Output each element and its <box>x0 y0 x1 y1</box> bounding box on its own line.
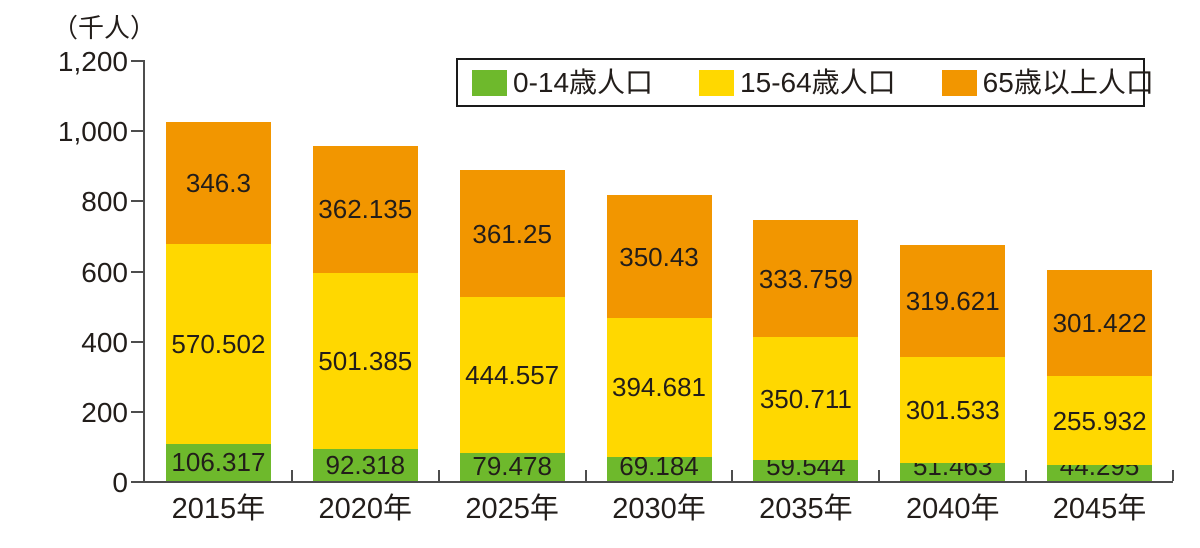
legend-swatch <box>472 69 507 96</box>
x-category-label: 2020年 <box>318 493 413 525</box>
bar-segment-15-64歳人口 <box>312 272 418 449</box>
bar-segment-value: 92.318 <box>325 449 406 480</box>
y-axis-tick-label: 400 <box>81 326 128 358</box>
x-category-label: 2025年 <box>465 493 559 525</box>
y-axis-tick-label: 600 <box>81 256 128 288</box>
y-axis-tick-label: 1,000 <box>57 116 128 148</box>
x-axis-tick <box>1172 470 1174 481</box>
bar-segment-15-64歳人口 <box>606 318 712 457</box>
y-axis-unit-label: （千人） <box>52 13 157 43</box>
x-axis-tick <box>878 470 881 481</box>
bar-segment-0-14歳人口 <box>1047 465 1153 481</box>
bar-segment-15-64歳人口 <box>900 357 1006 463</box>
bar-segment-15-64歳人口 <box>753 337 859 461</box>
legend-swatch <box>699 69 735 96</box>
y-axis-tick <box>131 270 143 273</box>
x-category-label: 2015年 <box>171 493 266 525</box>
bar-segment-value: 301.533 <box>905 395 1000 426</box>
bar-segment-0-14歳人口 <box>312 448 418 481</box>
y-axis-tick-label: 200 <box>81 396 128 428</box>
bar-segment-65歳以上人口 <box>753 219 859 338</box>
bar-segment-value: 346.3 <box>185 167 251 198</box>
x-axis-line <box>143 481 1173 483</box>
y-axis-tick <box>131 410 143 413</box>
x-category-label: 2045年 <box>1052 493 1147 525</box>
bar-segment-0-14歳人口 <box>900 462 1006 481</box>
y-axis-line <box>143 60 145 483</box>
y-axis-tick <box>131 200 143 203</box>
bar-segment-value: 255.932 <box>1052 405 1147 436</box>
bar-segment-value: 362.135 <box>318 194 413 225</box>
y-axis-tick <box>131 340 143 343</box>
x-axis-tick <box>1025 470 1028 481</box>
y-axis-tick-label: 800 <box>81 186 128 218</box>
bar-segment-value: 570.502 <box>171 328 266 359</box>
bar-segment-value: 106.317 <box>171 447 266 478</box>
bar-segment-0-14歳人口 <box>753 460 859 481</box>
y-axis-tick <box>131 130 143 133</box>
legend-item-label: 65歳以上人口 <box>982 66 1154 98</box>
bar-segment-0-14歳人口 <box>459 453 565 481</box>
legend-item-label: 15-64歳人口 <box>740 66 896 98</box>
legend-item-label: 0-14歳人口 <box>513 66 654 98</box>
bar-segment-value: 79.478 <box>472 451 552 481</box>
x-axis-tick <box>290 470 293 481</box>
bar-segment-65歳以上人口 <box>312 145 418 273</box>
bar-segment-value: 301.422 <box>1052 307 1147 338</box>
x-category-label: 2040年 <box>905 493 1000 525</box>
x-category-label: 2030年 <box>612 493 706 525</box>
legend-item: 65歳以上人口 <box>941 66 1154 98</box>
bar-segment-65歳以上人口 <box>900 245 1006 358</box>
bar-segment-0-14歳人口 <box>606 456 712 481</box>
x-category-label: 2035年 <box>759 493 853 525</box>
bar-segment-65歳以上人口 <box>165 122 271 244</box>
bar-segment-value: 333.759 <box>758 263 853 294</box>
bar-segment-value: 350.43 <box>619 241 699 272</box>
y-axis-tick <box>131 481 143 483</box>
y-axis-tick-label: 1,200 <box>57 46 128 77</box>
bar-segment-value: 444.557 <box>465 360 560 391</box>
bar-segment-value: 361.25 <box>472 218 552 249</box>
bar-segment-15-64歳人口 <box>459 297 565 454</box>
bar-segment-65歳以上人口 <box>1047 269 1153 376</box>
x-axis-tick <box>731 470 734 481</box>
y-axis-tick <box>131 60 143 62</box>
bar-segment-0-14歳人口 <box>165 443 271 481</box>
bar-segment-65歳以上人口 <box>606 195 712 319</box>
bar-segment-value: 350.711 <box>759 383 852 414</box>
legend: 0-14歳人口 15-64歳人口 65歳以上人口 <box>456 58 1154 107</box>
legend-swatch <box>941 69 977 96</box>
bar-segment-value: 394.681 <box>612 372 706 403</box>
legend-item: 0-14歳人口 <box>472 66 654 98</box>
x-axis-tick <box>437 470 440 481</box>
bar-segment-65歳以上人口 <box>459 170 565 298</box>
bar-segment-value: 69.184 <box>619 451 699 481</box>
bar-segment-15-64歳人口 <box>165 243 271 444</box>
y-axis-tick-label: 0 <box>112 467 128 498</box>
bar-segment-value: 501.385 <box>318 345 413 376</box>
bar-segment-value: 319.621 <box>905 286 1000 317</box>
legend-item: 15-64歳人口 <box>699 66 896 98</box>
bar-segment-15-64歳人口 <box>1047 375 1153 466</box>
x-axis-tick <box>584 470 587 481</box>
